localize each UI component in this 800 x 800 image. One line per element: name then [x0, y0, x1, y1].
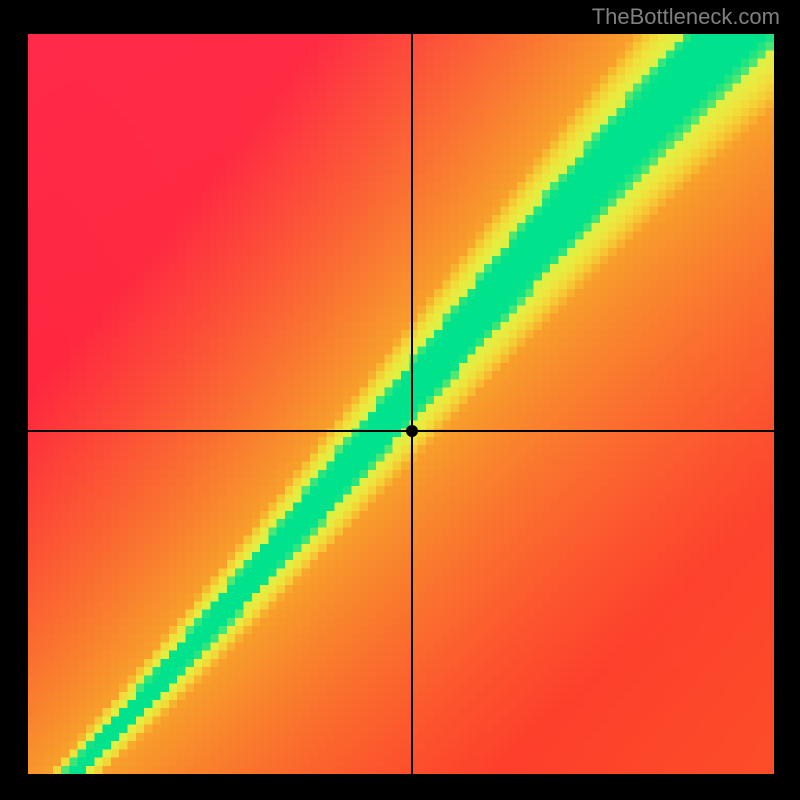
- heatmap-canvas: [28, 34, 774, 774]
- crosshair-marker: [406, 425, 418, 437]
- crosshair-horizontal: [28, 430, 774, 432]
- watermark-label: TheBottleneck.com: [592, 4, 780, 30]
- chart-container: TheBottleneck.com: [0, 0, 800, 800]
- crosshair-vertical: [411, 34, 413, 774]
